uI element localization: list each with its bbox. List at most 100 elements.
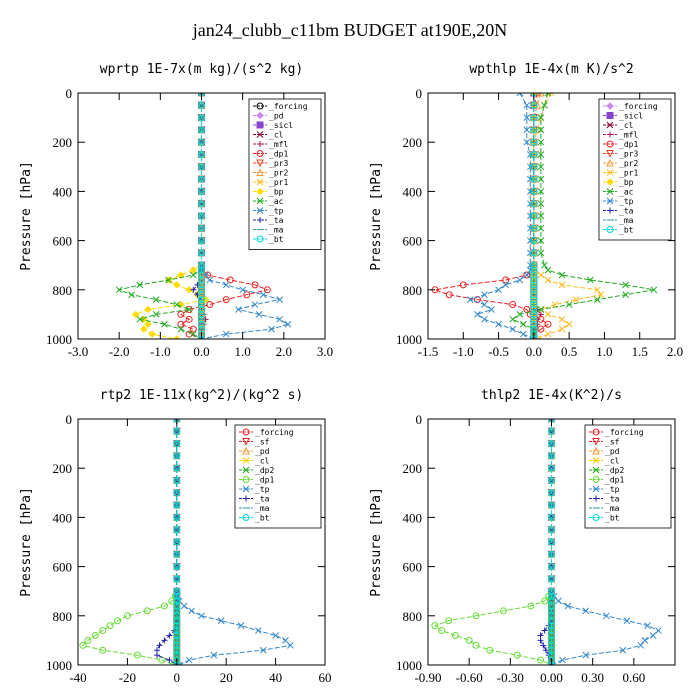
data-point-pr1 xyxy=(544,311,552,318)
data-point-pr1 xyxy=(572,296,580,303)
legend-label-tp: _tp xyxy=(255,485,270,494)
chart-panel-3: rtp2 1E-11x(kg^2)/(kg^2 s) Pressure [hPa]… xyxy=(19,388,332,685)
data-point-tp xyxy=(582,651,590,659)
data-point-ac xyxy=(173,301,181,308)
legend-marker-pr1 xyxy=(606,169,614,176)
data-point-tp xyxy=(206,276,214,284)
x-tick-label: 0.0 xyxy=(526,344,542,359)
data-point-tp xyxy=(268,325,275,333)
legend-label-forcing: _forcing xyxy=(619,102,658,111)
x-tick-label: -40 xyxy=(69,670,86,685)
data-point-tp xyxy=(222,281,230,289)
data-point-dp1 xyxy=(243,291,251,299)
legend-label-bp: _bp xyxy=(269,188,284,197)
data-point-dp1 xyxy=(84,636,92,644)
data-point-dp1 xyxy=(91,631,99,639)
legend-label-ta: _ta xyxy=(619,207,634,216)
data-point-bp xyxy=(173,335,181,339)
data-point-bt xyxy=(173,526,181,534)
data-point-bt xyxy=(530,266,538,274)
data-point-dp1 xyxy=(445,617,453,625)
data-point-dp1 xyxy=(251,281,259,289)
data-point-dp1 xyxy=(486,646,494,654)
data-point-bt xyxy=(530,301,538,309)
data-point-bt xyxy=(173,641,181,649)
legend-marker-ta xyxy=(593,495,599,502)
data-point-bt xyxy=(198,126,205,134)
legend-label-bp: _bp xyxy=(619,178,634,187)
data-point-ta xyxy=(154,652,161,659)
x-tick-label: -0.60 xyxy=(456,670,483,685)
data-point-ac xyxy=(558,271,566,279)
y-tick-label: 1000 xyxy=(46,332,72,347)
y-axis-label: Pressure [hPa] xyxy=(369,487,384,597)
data-point-bt xyxy=(198,249,205,257)
data-point-tp xyxy=(259,291,267,299)
data-point-bt xyxy=(173,607,181,615)
chart-title: wprtp 1E-7x(m kg)/(s^2 kg) xyxy=(100,62,304,77)
data-point-bt xyxy=(173,513,181,521)
x-tick-label: -2.0 xyxy=(109,344,130,359)
legend-marker-dp1 xyxy=(606,140,614,148)
x-tick-label: -20 xyxy=(119,670,136,685)
data-point-bt xyxy=(198,281,205,289)
data-point-bt xyxy=(530,212,538,220)
y-tick-label: 0 xyxy=(66,86,73,101)
figure-suptitle: jan24_clubb_c11bm BUDGET at190E,20N xyxy=(192,20,507,40)
legend-marker-sf xyxy=(592,438,600,446)
data-point-ac xyxy=(622,291,629,299)
series-line-bp xyxy=(134,93,207,339)
data-point-bp xyxy=(140,315,148,324)
data-point-tp xyxy=(526,151,534,158)
data-point-tp xyxy=(251,301,259,308)
data-point-ac xyxy=(152,311,160,318)
data-point-bt xyxy=(173,631,181,639)
y-tick-label: 600 xyxy=(403,560,423,575)
data-point-tp xyxy=(474,311,481,318)
chart-title: thlp2 1E-4x(K^2)/s xyxy=(481,388,622,403)
legend-label-ma: _ma xyxy=(255,504,270,513)
legend-marker-dp2 xyxy=(592,466,600,474)
data-point-dp1 xyxy=(206,301,214,309)
data-point-bp xyxy=(140,325,148,333)
data-point-tp xyxy=(526,175,534,183)
legend-marker-forcing xyxy=(606,102,614,110)
data-point-bt xyxy=(198,175,205,183)
data-point-dp1 xyxy=(189,325,197,333)
chart-panel-1: wprtp 1E-7x(m kg)/(s^2 kg) Pressure [hPa]… xyxy=(19,62,333,359)
data-point-ac xyxy=(185,306,193,313)
data-point-tp xyxy=(526,163,534,171)
data-point-bt xyxy=(173,477,181,484)
legend-label-sicl: _sicl xyxy=(269,121,293,130)
data-point-pr1 xyxy=(597,291,605,299)
data-point-bt xyxy=(198,310,205,318)
legend-marker-tp xyxy=(256,207,264,214)
legend-marker-bt xyxy=(606,226,614,233)
legend: _forcing_pd_sicl_cl_mfl_dp1_pr3_pr2_pr1_… xyxy=(248,98,322,250)
data-point-tp xyxy=(259,646,267,654)
data-point-bt xyxy=(173,646,181,654)
legend-marker-cl xyxy=(242,457,250,464)
data-point-bt xyxy=(548,452,555,460)
data-point-bt xyxy=(530,126,538,134)
data-point-ac xyxy=(537,237,545,244)
data-point-ac xyxy=(544,266,552,274)
data-point-bt xyxy=(173,622,181,630)
data-point-tp xyxy=(488,306,495,313)
y-axis-label: Pressure [hPa] xyxy=(19,161,34,271)
data-point-bt xyxy=(530,187,538,195)
legend-marker-cl xyxy=(606,121,614,129)
x-tick-label: 20 xyxy=(220,670,233,685)
data-point-tp xyxy=(526,224,534,232)
data-point-bt xyxy=(548,636,555,644)
data-point-bt xyxy=(548,607,555,615)
legend-marker-ta xyxy=(243,495,249,502)
data-point-bt xyxy=(173,592,181,600)
legend-label-sf: _sf xyxy=(605,438,620,447)
legend-marker-mfl xyxy=(607,131,613,138)
data-point-bt xyxy=(530,276,538,284)
data-point-tp xyxy=(555,597,562,605)
data-point-ac xyxy=(136,281,144,289)
data-point-tp xyxy=(582,607,590,615)
